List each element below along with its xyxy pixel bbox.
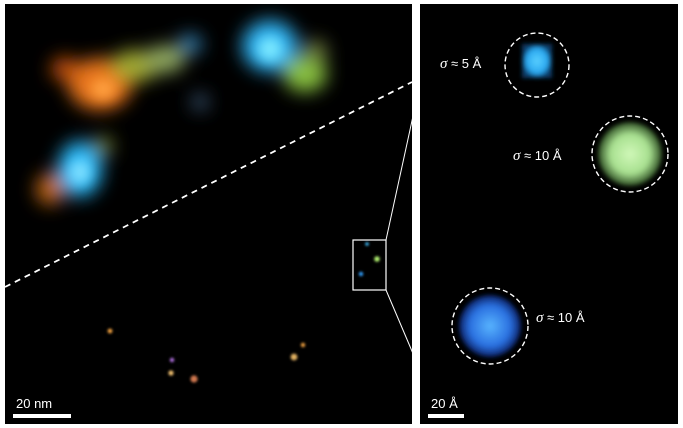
- diffraction-limited-region: [36, 20, 327, 205]
- sigma-symbol: σ: [536, 310, 544, 326]
- point-emitter: [190, 375, 198, 383]
- sigma-symbol: σ: [440, 56, 448, 72]
- zoomed-detail-panel: σ ≈ 5 Å σ ≈ 10 Å σ ≈ 10 Å 20 Å: [420, 4, 678, 424]
- point-emitters: [107, 242, 380, 383]
- spot-small: [504, 32, 570, 98]
- super-resolution-image-panel: 20 nm: [5, 4, 412, 424]
- sigma-value: ≈ 5 Å: [451, 56, 482, 71]
- point-emitter: [374, 256, 380, 262]
- sigma-label-2: σ ≈ 10 Å: [513, 148, 562, 165]
- zoomed-image: [420, 4, 678, 424]
- scale-bar-label: 20 nm: [16, 396, 53, 411]
- microscopy-image: [5, 4, 412, 424]
- zoom-region-box: [352, 239, 387, 291]
- point-emitter: [358, 271, 364, 277]
- sigma-value: ≈ 10 Å: [547, 310, 585, 325]
- point-emitter: [365, 242, 369, 246]
- panel-divider: [412, 4, 420, 424]
- point-emitter: [168, 370, 174, 376]
- scale-bar-label: 20 Å: [431, 396, 458, 411]
- sigma-label-3: σ ≈ 10 Å: [536, 310, 585, 327]
- dashed-boundary-line: [5, 81, 412, 288]
- scale-bar: [428, 414, 464, 418]
- sigma-value: ≈ 10 Å: [524, 148, 562, 163]
- point-emitter: [290, 353, 298, 361]
- sigma-symbol: σ: [513, 148, 521, 164]
- point-emitter: [107, 328, 113, 334]
- point-emitter: [300, 342, 306, 348]
- point-emitter: [169, 357, 175, 363]
- spot-medium-green: [591, 115, 669, 193]
- scale-bar: [13, 414, 71, 418]
- sigma-label-1: σ ≈ 5 Å: [440, 56, 481, 73]
- spot-medium-blue: [451, 287, 529, 365]
